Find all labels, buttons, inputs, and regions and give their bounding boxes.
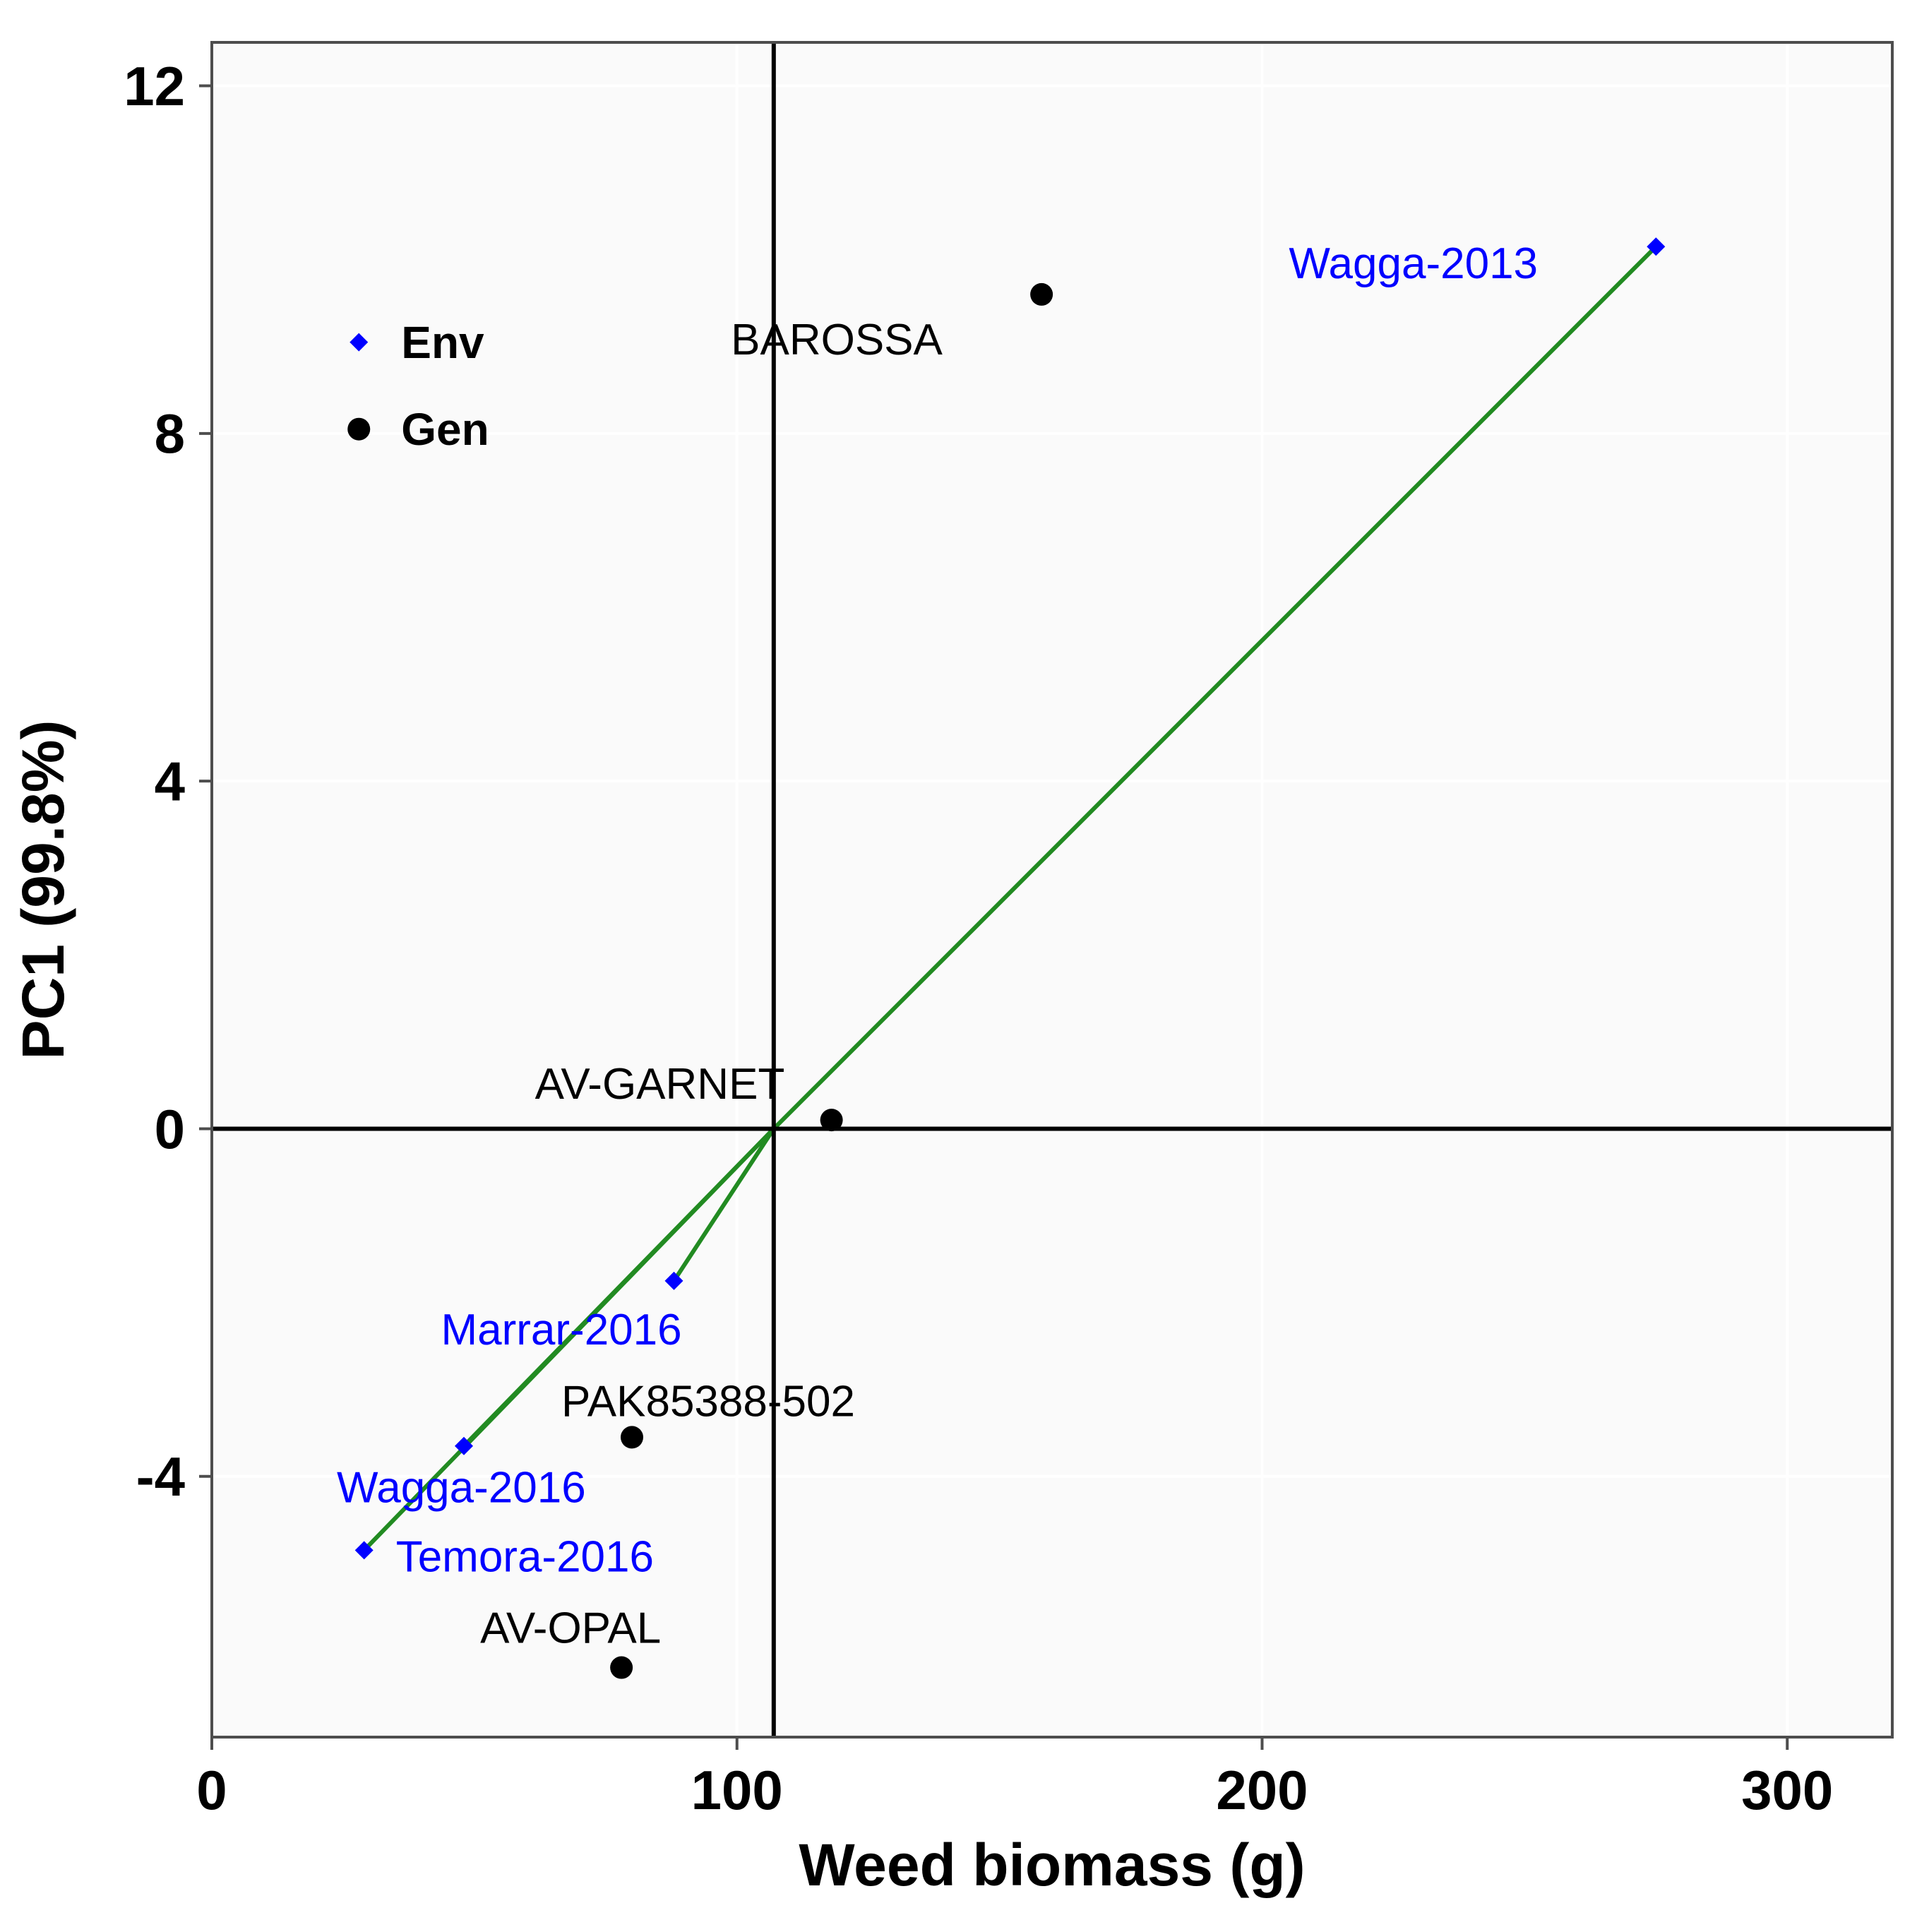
gen-label: PAK85388-502 bbox=[561, 1377, 855, 1426]
gen-point bbox=[820, 1109, 843, 1131]
x-tick-label: 300 bbox=[1741, 1759, 1833, 1821]
legend-marker-gen bbox=[347, 418, 370, 441]
y-tick-label: -4 bbox=[136, 1445, 185, 1508]
env-label: Wagga-2016 bbox=[337, 1464, 586, 1513]
x-tick-label: 100 bbox=[691, 1759, 783, 1821]
x-tick-label: 0 bbox=[196, 1759, 227, 1821]
x-axis-title: Weed biomass (g) bbox=[799, 1832, 1305, 1898]
gen-label: AV-GARNET bbox=[535, 1060, 785, 1109]
gen-label: BAROSSA bbox=[731, 316, 943, 364]
env-label: Temora-2016 bbox=[396, 1532, 654, 1581]
y-axis-title: PC1 (99.8%) bbox=[10, 720, 76, 1060]
gen-point bbox=[1030, 283, 1053, 306]
gen-label: AV-OPAL bbox=[480, 1604, 661, 1653]
gen-point bbox=[610, 1657, 633, 1679]
gen-point bbox=[621, 1426, 643, 1448]
x-tick-label: 200 bbox=[1216, 1759, 1308, 1821]
y-tick-label: 4 bbox=[155, 750, 185, 812]
env-label: Marrar-2016 bbox=[441, 1306, 682, 1354]
legend-label: Gen bbox=[401, 404, 489, 455]
y-tick-label: 8 bbox=[155, 402, 185, 465]
y-tick-label: 12 bbox=[124, 55, 185, 117]
biplot-chart: BAROSSA AV-GARNET PAK85388-502 AV-OPAL Wagga… bbox=[0, 0, 1929, 1932]
y-tick-label: 0 bbox=[155, 1098, 185, 1160]
legend-label: Env bbox=[401, 317, 484, 368]
env-label: Wagga-2013 bbox=[1289, 239, 1538, 288]
chart-svg: BAROSSA AV-GARNET PAK85388-502 AV-OPAL Wagga… bbox=[0, 0, 1929, 1932]
